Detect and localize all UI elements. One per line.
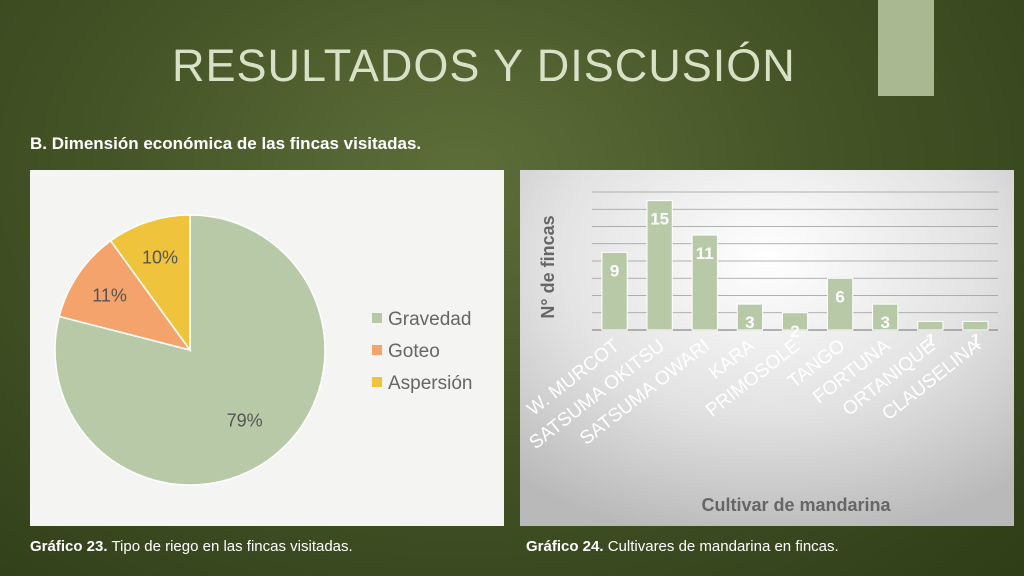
pie-label-gravedad: 79% — [227, 410, 263, 430]
caption-left: Gráfico 23. Tipo de riego en las fincas … — [30, 538, 353, 555]
bar-ortanique — [917, 320, 944, 331]
bar-value-label-kara: 3 — [745, 313, 754, 332]
slide-subtitle: B. Dimensión económica de las fincas vis… — [30, 134, 422, 153]
bar-chart-background — [520, 170, 1014, 526]
bar-value-label-primosole: 2 — [790, 322, 799, 341]
bar-value-label-satsuma-owari: 11 — [696, 244, 714, 263]
bar-value-label-tango: 6 — [835, 287, 844, 306]
bar-clauselina — [962, 320, 989, 331]
legend-label-goteo: Goteo — [388, 341, 440, 362]
pie-chart-panel: 79% 11% 10% Gravedad Goteo Aspersión — [30, 170, 504, 526]
bar-value-label-satsuma-okitsu: 15 — [650, 210, 669, 229]
y-axis-title: N° de fincas — [538, 215, 558, 318]
legend-label-aspersion: Aspersión — [388, 373, 473, 394]
bar-tango — [826, 277, 854, 331]
bar-value-label-w-murcot: 9 — [610, 261, 619, 280]
legend-swatch-goteo — [372, 345, 382, 355]
bar-value-label-ortanique: 1 — [926, 330, 935, 349]
bar-primosole — [781, 312, 809, 331]
legend-label-gravedad: Gravedad — [388, 309, 471, 330]
caption-left-text: Tipo de riego en las fincas visitadas. — [107, 538, 353, 555]
pie-chart: 79% 11% 10% Gravedad Goteo Aspersión — [54, 214, 473, 486]
bar-kara — [736, 303, 764, 331]
pie-label-aspersion: 10% — [142, 248, 178, 268]
pie-slice-aspersion — [109, 214, 191, 353]
bar-w-murcot — [601, 251, 628, 331]
bar-value-label-clauselina: 1 — [971, 330, 980, 349]
bar-satsuma-okitsu — [646, 200, 673, 331]
caption-left-label: Gráfico 23. — [30, 538, 108, 555]
bar-value-label-fortuna: 3 — [880, 313, 889, 332]
slide-title: RESULTADOS Y DISCUSIÓN — [172, 40, 796, 91]
x-axis-title: Cultivar de mandarina — [701, 495, 891, 515]
bar-fortuna — [872, 303, 899, 331]
caption-right: Gráfico 24. Cultivares de mandarina en f… — [526, 538, 839, 555]
caption-right-label: Gráfico 24. — [526, 538, 604, 555]
bar-chart-panel: 9 W. MURCOT 15 SATSUMA OKITSU 11 SATSUMA OWAR… — [520, 170, 1014, 526]
accent-bar — [878, 0, 934, 96]
legend-swatch-aspersion — [372, 377, 382, 387]
legend-swatch-gravedad — [372, 313, 382, 323]
bar-satsuma-owari — [691, 234, 718, 331]
pie-label-goteo: 11% — [92, 285, 127, 305]
pie-slice-goteo — [58, 239, 192, 352]
caption-right-text: Cultivares de mandarina en fincas. — [603, 538, 839, 555]
